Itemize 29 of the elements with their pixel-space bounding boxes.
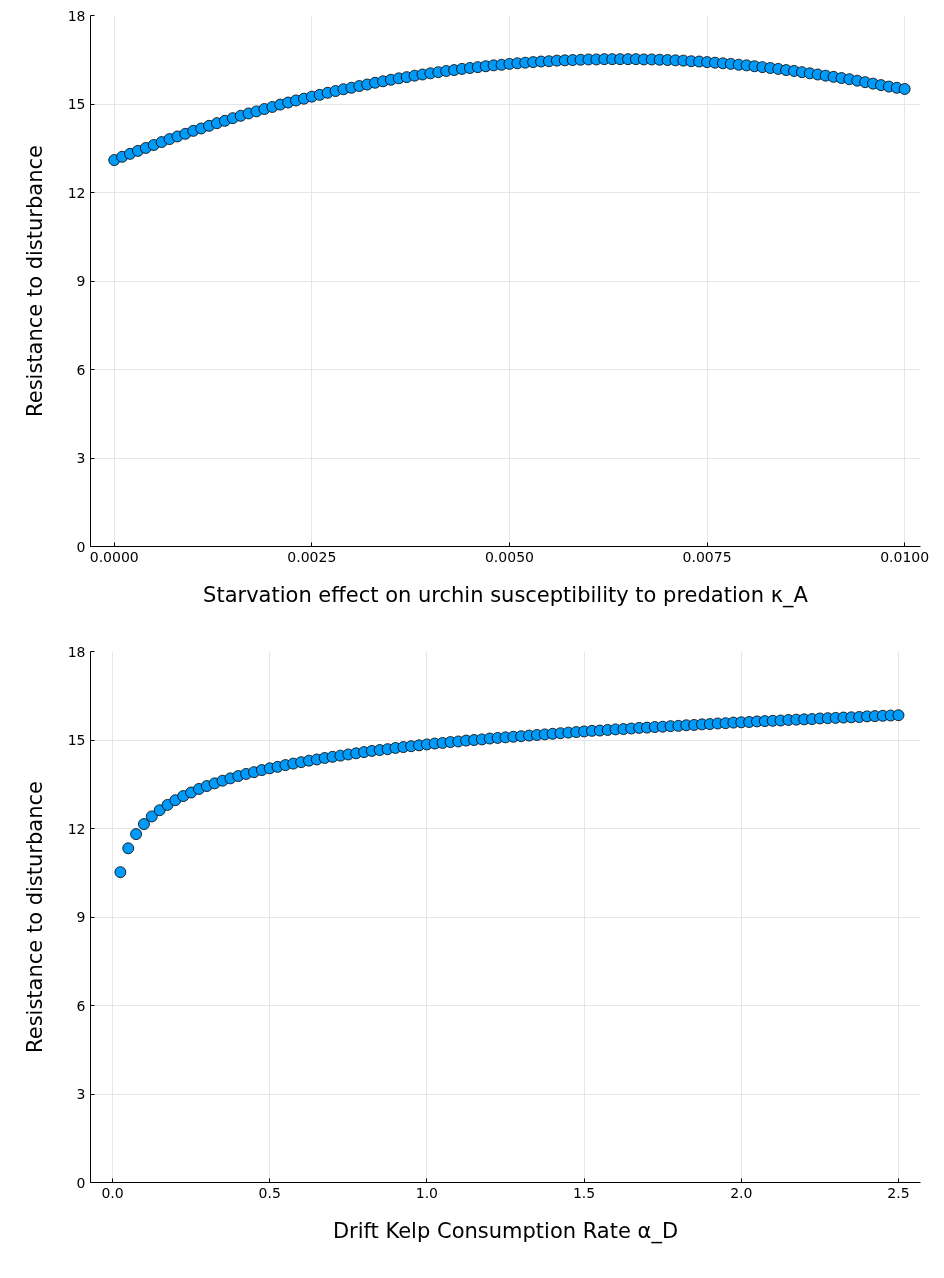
y-tick-label: 18: [67, 643, 86, 660]
y-tick-label: 9: [76, 273, 86, 289]
x-axis-title: Drift Kelp Consumption Rate α_D: [332, 1218, 679, 1244]
y-tick-label: 9: [76, 909, 86, 925]
y-tick-label: 0: [76, 1174, 86, 1191]
x-tick-label: 0.0100: [880, 548, 930, 565]
y-tick-label: 3: [76, 1086, 86, 1102]
y-tick-label: 15: [67, 96, 86, 112]
y-tick-label: 6: [76, 361, 86, 378]
x-tick-label: 1.0: [415, 1184, 439, 1201]
y-tick-label: 3: [76, 450, 86, 466]
x-tick-label: 1.5: [572, 1184, 596, 1201]
x-tick-label: 0.0000: [89, 548, 139, 565]
x-tick-label: 0.0025: [287, 548, 337, 565]
x-tick-label: 0.0050: [484, 548, 534, 565]
y-tick-label: 12: [67, 820, 86, 837]
y-tick-label: 12: [67, 184, 86, 201]
y-axis-title: Resistance to disturbance: [22, 145, 47, 417]
x-tick-label: 0.0075: [682, 548, 732, 565]
y-axis-title: Resistance to disturbance: [22, 781, 47, 1053]
x-tick-label: 0.5: [258, 1184, 281, 1201]
y-tick-label: 6: [76, 997, 86, 1014]
x-tick-label: 0.0: [101, 1184, 124, 1201]
x-axis-title: Starvation effect on urchin susceptibility to predation κ_A: [203, 582, 809, 608]
x-tick-label: 2.0: [730, 1184, 753, 1201]
y-tick-label: 15: [67, 732, 86, 748]
y-tick-label: 0: [76, 538, 86, 555]
y-tick-label: 18: [67, 7, 86, 24]
x-tick-label: 2.5: [887, 1184, 910, 1201]
